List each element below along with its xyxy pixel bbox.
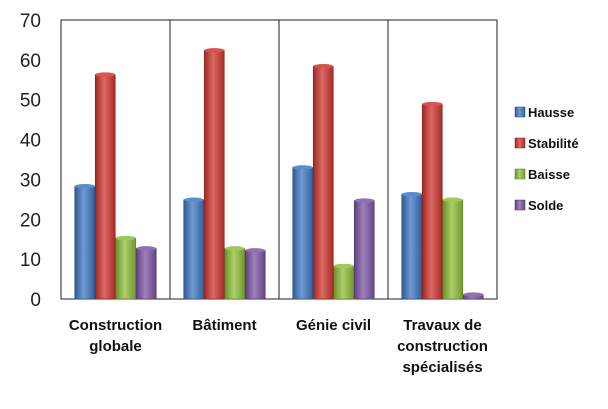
bar-stabilit-0 [94, 74, 116, 300]
bar-cap [183, 197, 204, 202]
category-label: globale [89, 338, 142, 355]
legend-label: Hausse [528, 105, 574, 120]
bar-baisse-0 [115, 237, 137, 300]
bar-stabilit-2 [312, 65, 334, 300]
bar-solde-1 [244, 250, 266, 300]
legend-label: Baisse [528, 167, 570, 182]
legend-swatch [514, 137, 526, 149]
bar-solde-2 [353, 200, 375, 300]
category-label: construction [397, 338, 488, 355]
bar-baisse-2 [333, 265, 355, 300]
bar-solde-0 [135, 248, 157, 300]
category-label: Construction [69, 317, 162, 334]
category-label: Bâtiment [192, 317, 256, 334]
bar-cap [442, 197, 463, 202]
x-axis: Construction globale Bâtiment Génie civil Tr… [69, 317, 488, 376]
bar-cap [292, 165, 313, 170]
bar-cap [422, 101, 443, 107]
bar-cap [354, 198, 375, 203]
bar-cap [401, 191, 422, 197]
bar-cap [136, 246, 157, 251]
bar-cap [224, 246, 245, 251]
bar-cap [333, 263, 354, 269]
bar-cap [95, 72, 116, 77]
bar-hausse-1 [183, 199, 205, 300]
legend-swatch [514, 106, 526, 118]
y-tick-label: 70 [20, 11, 41, 32]
category-label: Travaux de [403, 317, 481, 334]
bar-stabilit-1 [203, 49, 225, 300]
legend-label: Solde [528, 198, 563, 213]
legend: Hausse Stabilité Baisse Solde [514, 105, 579, 213]
legend-swatch [514, 168, 526, 180]
category-label: Génie civil [296, 317, 371, 334]
y-tick-label: 60 [20, 51, 41, 72]
bar-cap [204, 48, 225, 53]
bar-cap [463, 292, 484, 297]
y-tick-label: 30 [20, 170, 41, 191]
bars [74, 48, 484, 300]
bar-cap [115, 235, 136, 241]
y-tick-label: 40 [20, 131, 41, 152]
y-axis: 0 10 20 30 40 50 60 70 [20, 11, 41, 311]
plot-frame [60, 19, 498, 300]
y-tick-label: 20 [20, 210, 41, 231]
legend-label: Stabilité [528, 136, 579, 151]
y-tick-label: 50 [20, 91, 41, 112]
y-tick-label: 0 [30, 290, 41, 311]
bar-cap [245, 248, 266, 253]
bar-stabilit-3 [421, 103, 443, 300]
bar-baisse-1 [224, 248, 246, 300]
bar-cap [313, 64, 334, 69]
bar-hausse-0 [74, 185, 96, 300]
bar-hausse-3 [401, 193, 423, 300]
legend-swatch [514, 199, 526, 211]
bar-hausse-2 [292, 167, 314, 300]
y-tick-label: 10 [20, 250, 41, 271]
bar-cap [74, 184, 95, 189]
category-label: spécialisés [402, 359, 482, 376]
bar-baisse-3 [442, 199, 464, 300]
